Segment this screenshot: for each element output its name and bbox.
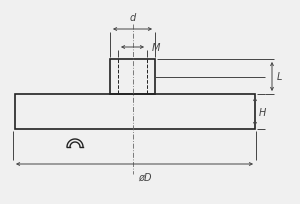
Text: d: d [129, 13, 136, 23]
Text: M: M [152, 43, 160, 53]
Text: L: L [277, 72, 282, 82]
Text: øD: øD [138, 172, 151, 182]
Text: H: H [259, 108, 266, 118]
